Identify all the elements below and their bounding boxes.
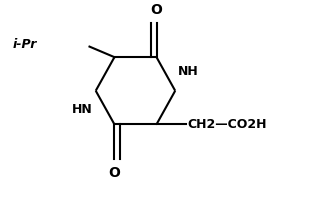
Text: O: O — [109, 166, 121, 180]
Text: HN: HN — [72, 103, 93, 116]
Text: i-Pr: i-Pr — [12, 38, 37, 51]
Text: NH: NH — [178, 65, 199, 78]
Text: CH2—CO2H: CH2—CO2H — [188, 118, 267, 131]
Text: O: O — [151, 3, 162, 17]
